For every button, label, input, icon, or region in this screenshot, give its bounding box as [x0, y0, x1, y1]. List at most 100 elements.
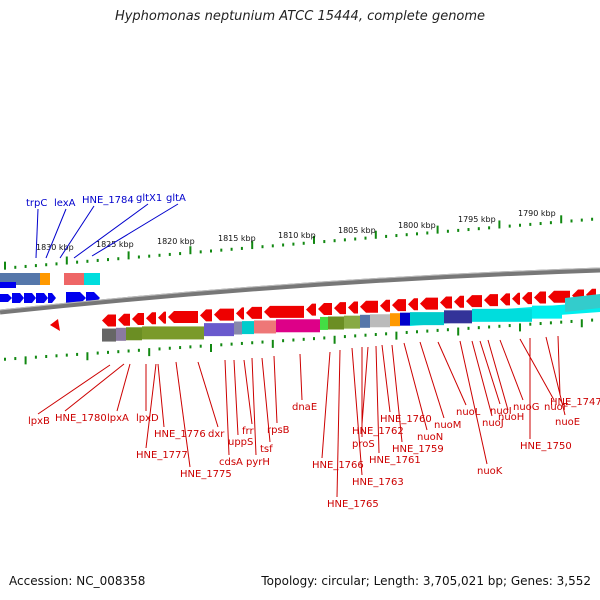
feature-segment — [320, 316, 328, 330]
feature-segment — [344, 315, 360, 329]
scale-tick — [343, 335, 346, 339]
scale-tick — [117, 257, 120, 261]
scale-tick — [292, 338, 295, 342]
scale-tick — [570, 219, 573, 223]
gene-label: nuoM — [434, 420, 461, 431]
scale-tick — [395, 234, 398, 238]
scale-tick — [477, 227, 480, 231]
gene-label: dnaE — [292, 402, 317, 413]
gene-arrow — [534, 291, 546, 304]
summary-text: Topology: circular; Length: 3,705,021 bp… — [261, 574, 591, 588]
gene-arrow — [392, 299, 406, 312]
feature-segment — [532, 305, 562, 319]
scale-tick — [271, 339, 274, 348]
gene-arrow — [214, 308, 234, 321]
scale-tick — [271, 244, 274, 248]
scale-tick — [560, 215, 563, 224]
scale-tick — [446, 328, 449, 332]
scale-tick — [385, 332, 388, 336]
gene-label: HNE_1760 — [380, 414, 432, 425]
scale-tick — [364, 333, 367, 337]
scale-tick — [282, 339, 285, 343]
scale-tick — [313, 235, 315, 244]
feature-segment — [410, 312, 444, 326]
scale-tick — [14, 265, 17, 269]
scale-tick — [385, 234, 388, 238]
gene-label: rpsB — [267, 425, 290, 436]
feature-segment — [142, 326, 204, 340]
scale-tick — [426, 231, 429, 235]
scale-label: 1810 kbp — [278, 231, 316, 240]
scale-tick — [179, 346, 182, 350]
scale-label: 1800 kbp — [398, 221, 436, 230]
gene-arrow — [264, 305, 304, 318]
scale-tick — [76, 352, 79, 356]
scale-tick — [137, 255, 140, 259]
scale-tick — [529, 222, 532, 226]
feature-segment — [472, 308, 532, 322]
feature-segment — [234, 321, 242, 335]
scale-tick — [34, 355, 37, 359]
gene-label: frr — [242, 426, 254, 437]
gene-label: HNE_1776 — [154, 429, 206, 440]
scale-tick — [416, 330, 418, 334]
scale-tick — [395, 331, 398, 340]
gene-arrow — [132, 312, 144, 325]
scale-tick — [230, 247, 233, 251]
scale-tick — [55, 354, 58, 358]
scale-tick — [210, 249, 212, 253]
gene-label: nuoI — [490, 406, 512, 417]
gene-label: nuoG — [513, 402, 540, 413]
scale-tick — [354, 237, 357, 241]
gene-label: gltA — [166, 193, 186, 204]
scale-tick — [179, 252, 182, 256]
feature-segment — [254, 320, 276, 334]
gene-arrow — [500, 293, 510, 306]
gene-label: gltX1 — [136, 193, 162, 204]
scale-tick — [210, 344, 212, 352]
scale-tick — [76, 260, 79, 264]
gene-arrow — [200, 309, 212, 322]
scale-tick — [251, 241, 254, 250]
scale-tick — [4, 357, 6, 361]
scale-label: 1790 kbp — [518, 209, 556, 218]
scale-tick — [570, 319, 573, 323]
reverse-gene-labels: lpxB HNE_1780 lpxA lpxD HNE_1776 HNE_1777 HNE_… — [28, 335, 600, 510]
feature-segment — [276, 319, 320, 333]
gene-arrow — [146, 312, 156, 325]
scale-tick — [457, 327, 460, 336]
gene-arrow — [548, 290, 570, 303]
reverse-gene-arrows — [102, 288, 596, 327]
scale-tick — [96, 351, 99, 355]
gene-arrow — [522, 292, 532, 305]
scale-tick — [343, 238, 346, 242]
gene-arrow — [440, 296, 452, 309]
scale-label: 1820 kbp — [157, 237, 195, 246]
gene-arrow — [466, 295, 482, 308]
feature-segment — [370, 314, 390, 328]
scale-tick — [560, 320, 563, 324]
scale-tick — [240, 246, 243, 250]
gene-label: pyrH — [246, 457, 270, 468]
gene-arrow — [348, 301, 358, 314]
scale-tick — [323, 336, 326, 340]
gene-arrow — [236, 307, 244, 320]
gene-label: proS — [352, 439, 375, 450]
feature-segment — [116, 327, 126, 341]
scale-tick — [477, 326, 480, 330]
scale-tick — [65, 353, 68, 357]
gene-label: nuoN — [417, 432, 443, 443]
gene-arrow — [380, 299, 390, 312]
scale-tick — [107, 258, 109, 262]
feature-segment — [390, 313, 400, 327]
feature-segment — [400, 312, 410, 326]
scale-tick — [220, 248, 223, 252]
gene-label: HNE_1784 — [82, 195, 134, 206]
reverse-gene-arrow-small — [50, 319, 60, 331]
scale-tick — [189, 246, 192, 255]
gene-label: HNE_1761 — [369, 455, 421, 466]
upper-scale-ticks — [4, 215, 594, 270]
scale-tick — [168, 346, 171, 350]
feature-segment — [204, 323, 234, 337]
